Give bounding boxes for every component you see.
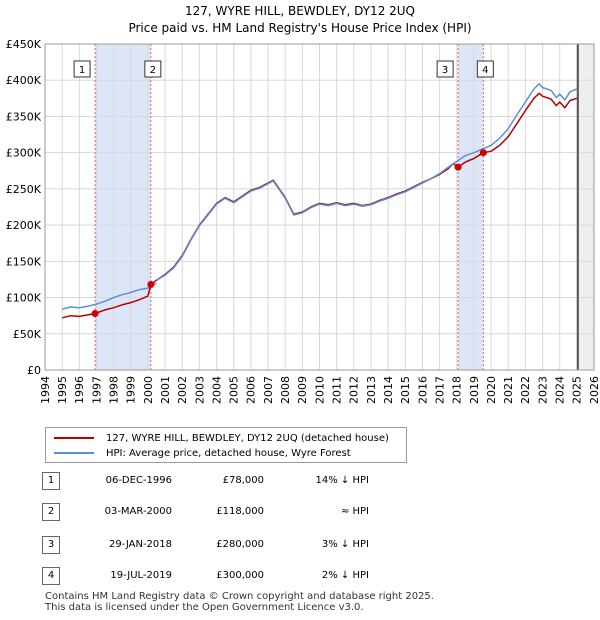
sale-price: £118,000 (216, 506, 264, 517)
x-tick-label: 1997 (90, 376, 103, 404)
sale-point-3 (454, 163, 462, 171)
legend-label-hpi: HPI: Average price, detached house, Wyre… (106, 447, 351, 459)
sale-hpi-comparison: 3% ↓ HPI (321, 539, 369, 550)
x-tick-label: 2008 (279, 376, 292, 404)
sale-date: 03-MAR-2000 (104, 506, 172, 517)
y-tick-label: £400K (6, 74, 42, 87)
x-tick-label: 2012 (348, 376, 361, 404)
footer-licence: This data is licensed under the Open Gov… (45, 602, 364, 613)
sale-number-badge: 3 (42, 536, 60, 554)
legend-item-hpi: HPI: Average price, detached house, Wyre… (54, 446, 351, 460)
x-tick-label: 2017 (433, 376, 446, 404)
price-chart: £0 £50K £100K £150K £200K £250K £300K £350K £400… (6, 38, 600, 404)
x-tick-label: 2021 (502, 376, 515, 404)
sale-period-shade-1 (95, 44, 151, 370)
footer-copyright: Contains HM Land Registry data © Crown c… (45, 591, 434, 602)
x-tick-label: 2004 (210, 376, 223, 404)
series-line-3 (156, 83, 578, 281)
sale-label-box-4 (476, 60, 494, 78)
x-tick-label: 2001 (159, 376, 172, 404)
sale-label-text-2: 2 (150, 65, 156, 76)
sale-price: £280,000 (216, 539, 264, 550)
x-tick-label: 2006 (245, 376, 258, 404)
x-tick-label: 2005 (228, 376, 241, 404)
sale-date: 29-JAN-2018 (108, 539, 172, 550)
x-tick-label: 2010 (313, 376, 326, 404)
sale-label-box-2 (144, 60, 162, 78)
x-tick-label: 2026 (588, 376, 600, 404)
sale-label-text-3: 3 (442, 65, 448, 76)
x-tick-label: 2025 (571, 376, 584, 404)
sale-number-badge: 4 (42, 567, 60, 585)
y-tick-label: £450K (6, 38, 42, 51)
y-tick-label: £150K (6, 255, 42, 268)
legend-item-price: 127, WYRE HILL, BEWDLEY, DY12 2UQ (detac… (54, 431, 389, 445)
x-tick-label: 2018 (451, 376, 464, 404)
x-tick-label: 1994 (39, 376, 52, 404)
chart-title-address: 127, WYRE HILL, BEWDLEY, DY12 2UQ (184, 4, 416, 18)
chart-legend: 127, WYRE HILL, BEWDLEY, DY12 2UQ (detac… (45, 427, 407, 463)
sale-price: £78,000 (222, 475, 264, 486)
sale-label-text-4: 4 (482, 65, 488, 76)
x-tick-label: 1998 (107, 376, 120, 404)
table-row: 3 29-JAN-2018 £280,000 3% ↓ HPI (42, 536, 402, 554)
x-tick-label: 2013 (365, 376, 378, 404)
x-tick-label: 1996 (73, 376, 86, 404)
future-hatch-region (576, 44, 594, 370)
y-tick-label: £0 (27, 364, 41, 377)
y-tick-label: £50K (13, 328, 42, 341)
chart-subtitle: Price paid vs. HM Land Registry's House … (128, 21, 472, 35)
x-tick-label: 1995 (56, 376, 69, 404)
x-tick-label: 1999 (125, 376, 138, 404)
x-tick-label: 2023 (536, 376, 549, 404)
sale-number-badge: 2 (42, 503, 60, 521)
x-tick-label: 2007 (262, 376, 275, 404)
sale-price: £300,000 (216, 570, 264, 581)
y-tick-label: £250K (6, 183, 42, 196)
y-tick-label: £300K (6, 147, 42, 160)
sale-number-badge: 1 (42, 472, 60, 490)
legend-swatch-price (54, 437, 94, 439)
table-row: 1 06-DEC-1996 £78,000 14% ↓ HPI (42, 472, 402, 490)
x-tick-label: 2014 (382, 376, 395, 404)
y-tick-label: £100K (6, 292, 42, 305)
sale-date: 19-JUL-2019 (110, 570, 172, 581)
sale-date: 06-DEC-1996 (105, 475, 172, 486)
series-line-1 (62, 282, 157, 310)
table-row: 4 19-JUL-2019 £300,000 2% ↓ HPI (42, 567, 402, 585)
legend-swatch-hpi (54, 452, 94, 454)
sale-hpi-comparison: 14% ↓ HPI (315, 475, 369, 486)
sale-label-box-3 (436, 60, 454, 78)
y-tick-label: £350K (6, 110, 42, 123)
x-tick-label: 2003 (193, 376, 206, 404)
table-row: 2 03-MAR-2000 £118,000 ≈ HPI (42, 503, 402, 521)
sale-point-1 (91, 309, 99, 317)
x-tick-label: 2016 (416, 376, 429, 404)
x-tick-label: 2011 (331, 376, 344, 404)
sale-point-4 (479, 149, 487, 157)
sale-hpi-comparison: 2% ↓ HPI (321, 570, 369, 581)
x-tick-label: 2019 (468, 376, 481, 404)
x-tick-label: 2000 (142, 376, 155, 404)
sale-label-text-1: 1 (79, 65, 85, 76)
x-tick-label: 2024 (554, 376, 567, 404)
x-tick-label: 2022 (519, 376, 532, 404)
sale-period-shade-2 (458, 44, 484, 370)
x-tick-label: 2009 (296, 376, 309, 404)
sale-hpi-comparison: ≈ HPI (340, 506, 369, 517)
plot-frame (44, 43, 595, 371)
x-tick-label: 2002 (176, 376, 189, 404)
sale-point-2 (147, 281, 155, 289)
legend-label-price: 127, WYRE HILL, BEWDLEY, DY12 2UQ (detac… (106, 432, 389, 444)
x-tick-label: 2020 (485, 376, 498, 404)
footer-attribution: Contains HM Land Registry data © Crown c… (45, 591, 434, 613)
y-tick-label: £200K (6, 219, 42, 232)
x-tick-label: 2015 (399, 376, 412, 404)
sale-label-box-1 (73, 60, 91, 78)
